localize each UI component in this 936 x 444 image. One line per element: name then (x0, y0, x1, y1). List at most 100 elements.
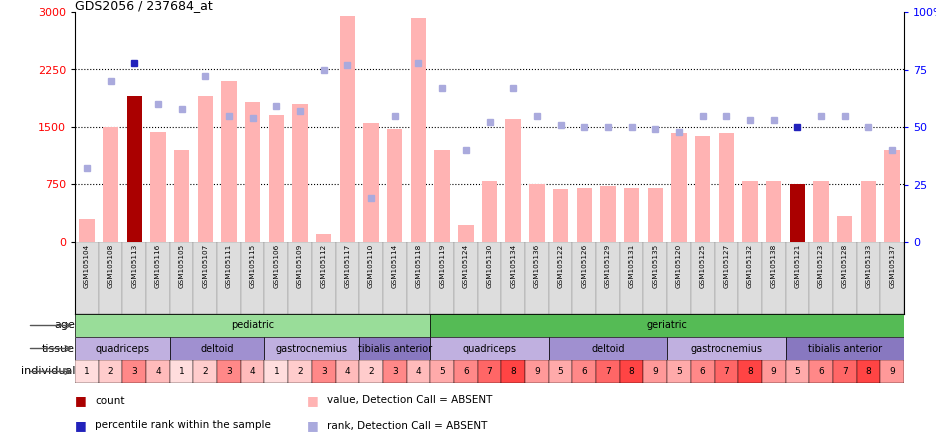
Bar (600, 186, 616, 242)
Bar (406, 242, 431, 314)
Bar (75, 360, 98, 383)
Text: GSM105124: GSM105124 (462, 244, 469, 289)
Text: GSM105109: GSM105109 (297, 244, 303, 289)
Bar (739, 360, 762, 383)
Text: GSM105110: GSM105110 (368, 244, 374, 289)
Text: GSM105130: GSM105130 (487, 244, 492, 289)
Bar (624, 188, 639, 242)
Text: 9: 9 (889, 367, 895, 376)
Text: 2: 2 (368, 367, 373, 376)
Text: 3: 3 (131, 367, 137, 376)
Text: deltoid: deltoid (200, 344, 234, 353)
Text: GSM105134: GSM105134 (510, 244, 516, 289)
Text: 9: 9 (534, 367, 540, 376)
Text: deltoid: deltoid (592, 344, 624, 353)
Bar (103, 127, 118, 242)
Text: GSM105128: GSM105128 (841, 244, 848, 289)
Text: quadriceps: quadriceps (95, 344, 150, 353)
Text: 7: 7 (724, 367, 729, 376)
Bar (714, 242, 739, 314)
Text: ■: ■ (75, 394, 87, 407)
Bar (785, 337, 904, 360)
Text: ■: ■ (75, 419, 87, 432)
Text: GSM105118: GSM105118 (416, 244, 421, 289)
Text: GSM105122: GSM105122 (558, 244, 563, 289)
Bar (431, 314, 904, 337)
Bar (454, 360, 477, 383)
Text: GSM105106: GSM105106 (273, 244, 279, 289)
Text: GSM105104: GSM105104 (84, 244, 90, 289)
Text: 9: 9 (771, 367, 777, 376)
Text: individual: individual (21, 366, 75, 377)
Bar (548, 337, 667, 360)
Text: GSM105129: GSM105129 (605, 244, 611, 289)
Bar (739, 242, 762, 314)
Bar (241, 242, 265, 314)
Bar (217, 360, 241, 383)
Text: GSM105132: GSM105132 (747, 244, 753, 289)
Bar (265, 360, 288, 383)
Bar (335, 360, 359, 383)
Text: tissue: tissue (42, 344, 75, 353)
Bar (169, 337, 265, 360)
Bar (813, 181, 828, 242)
Text: GSM105136: GSM105136 (534, 244, 540, 289)
Text: GSM105111: GSM105111 (226, 244, 232, 289)
Text: gastrocnemius: gastrocnemius (691, 344, 762, 353)
Bar (359, 242, 383, 314)
Text: 7: 7 (487, 367, 492, 376)
Bar (123, 242, 146, 314)
Bar (529, 185, 545, 242)
Bar (766, 181, 782, 242)
Bar (502, 360, 525, 383)
Text: GSM105108: GSM105108 (108, 244, 113, 289)
Bar (146, 242, 169, 314)
Text: 6: 6 (818, 367, 824, 376)
Text: percentile rank within the sample: percentile rank within the sample (95, 420, 271, 431)
Text: 4: 4 (344, 367, 350, 376)
Text: age: age (54, 321, 75, 330)
Bar (477, 242, 502, 314)
Text: 4: 4 (250, 367, 256, 376)
Text: 9: 9 (652, 367, 658, 376)
Bar (856, 242, 881, 314)
Bar (620, 360, 643, 383)
Bar (691, 360, 714, 383)
Text: GSM105133: GSM105133 (866, 244, 871, 289)
Bar (174, 150, 189, 242)
Bar (75, 242, 98, 314)
Bar (241, 360, 265, 383)
Bar (292, 104, 308, 242)
Text: 3: 3 (227, 367, 232, 376)
Bar (719, 133, 734, 242)
Bar (363, 123, 379, 242)
Bar (431, 360, 454, 383)
Text: GSM105120: GSM105120 (676, 244, 682, 289)
Text: tibialis anterior: tibialis anterior (808, 344, 882, 353)
Bar (762, 360, 785, 383)
Bar (98, 242, 123, 314)
Bar (671, 133, 687, 242)
Text: GSM105127: GSM105127 (724, 244, 729, 289)
Bar (643, 242, 667, 314)
Bar (648, 188, 663, 242)
Bar (411, 18, 426, 242)
Bar (383, 242, 406, 314)
Text: 8: 8 (747, 367, 753, 376)
Bar (265, 242, 288, 314)
Bar (643, 360, 667, 383)
Bar (431, 337, 548, 360)
Text: 1: 1 (273, 367, 279, 376)
Text: 4: 4 (416, 367, 421, 376)
Text: GSM105114: GSM105114 (392, 244, 398, 289)
Bar (691, 242, 714, 314)
Text: GSM105112: GSM105112 (321, 244, 327, 289)
Text: geriatric: geriatric (647, 321, 688, 330)
Text: GSM105115: GSM105115 (250, 244, 256, 289)
Text: 7: 7 (605, 367, 611, 376)
Bar (482, 181, 497, 242)
Bar (885, 150, 899, 242)
Text: GSM105138: GSM105138 (770, 244, 777, 289)
Bar (265, 337, 359, 360)
Text: 8: 8 (510, 367, 516, 376)
